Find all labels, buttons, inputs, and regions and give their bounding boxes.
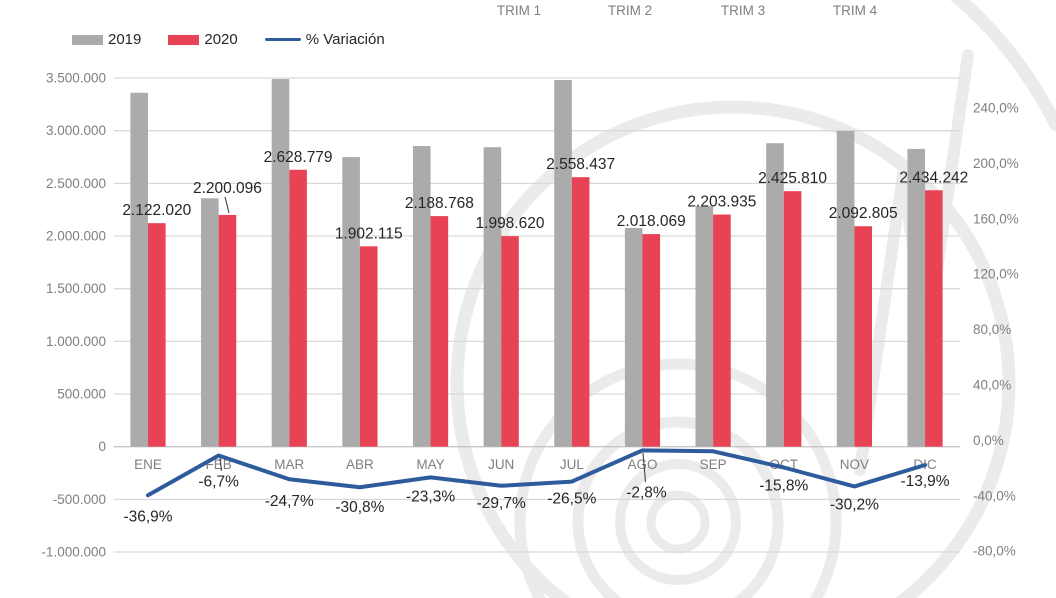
- pct-label-MAR: -24,7%: [265, 493, 314, 510]
- pct-label-MAY: -23,3%: [406, 488, 455, 505]
- bar-2020-DIC: [925, 190, 943, 447]
- right-axis-tick-3: 120,0%: [973, 267, 1019, 282]
- legend-item-variacion: % Variación: [264, 31, 385, 48]
- legend-item-2019: 2019: [72, 31, 141, 48]
- x-axis-label-JUN: JUN: [488, 457, 514, 472]
- x-axis-label-AGO: AGO: [627, 457, 657, 472]
- bar-2020-ENE: [148, 223, 166, 447]
- value-label-ENE: 2.122.020: [122, 202, 191, 219]
- value-label-JUL: 2.558.437: [546, 156, 615, 173]
- bar-2019-AGO: [624, 228, 643, 447]
- pct-label-JUN: -29,7%: [477, 495, 526, 512]
- pct-label-DIC: -13,9%: [900, 473, 949, 490]
- right-axis-tick-5: 40,0%: [973, 378, 1011, 393]
- legend-swatch-2019: [72, 34, 103, 45]
- quarter-header-trim1: TRIM 1: [496, 3, 542, 18]
- value-label-SEP: 2.203.935: [687, 194, 756, 211]
- bar-2019-OCT: [766, 143, 784, 447]
- right-axis-tick-4: 80,0%: [973, 322, 1011, 337]
- quarter-header-trim3: TRIM 3: [720, 3, 766, 18]
- leader-ago-pct: [642, 452, 647, 483]
- bar-2019-NOV: [836, 130, 855, 447]
- left-axis-tick-5: 1.000.000: [46, 334, 106, 349]
- value-label-OCT: 2.425.810: [758, 170, 827, 187]
- legend-label-2020: 2020: [204, 31, 238, 48]
- bar-2019-FEB: [201, 198, 219, 447]
- value-label-FEB: 2.200.096: [193, 180, 262, 197]
- bar-2019-JUN: [483, 147, 502, 447]
- pct-label-JUL: -26,5%: [547, 491, 596, 508]
- right-axis-tick-7: -40,0%: [973, 488, 1016, 503]
- leader-feb-pct: [219, 457, 223, 472]
- x-axis-label-SEP: SEP: [700, 457, 727, 472]
- x-axis-label-NOV: NOV: [840, 457, 869, 472]
- pct-label-ABR: -30,8%: [335, 499, 384, 516]
- left-axis-tick-8: -500.000: [53, 492, 106, 507]
- bar-2019-ENE: [130, 92, 148, 447]
- x-axis-label-JUL: JUL: [560, 457, 584, 472]
- bar-2020-NOV: [854, 226, 872, 447]
- bar-2020-AGO: [642, 234, 661, 447]
- x-axis-label-MAR: MAR: [274, 457, 304, 472]
- right-axis-tick-6: 0,0%: [973, 433, 1004, 448]
- pct-label-OCT: -15,8%: [759, 477, 808, 494]
- legend-swatch-variacion-line: [264, 37, 301, 42]
- left-axis-tick-6: 500.000: [57, 387, 106, 402]
- legend-label-variacion: % Variación: [305, 31, 385, 48]
- pct-label-AGO: -2,8%: [626, 484, 667, 501]
- legend-item-2020: 2020: [168, 31, 238, 48]
- bar-2019-MAY: [412, 146, 431, 447]
- variation-line: [146, 448, 928, 498]
- legend-label-2019: 2019: [108, 31, 142, 48]
- bar-2019-DIC: [907, 148, 926, 447]
- bar-2020-ABR: [359, 246, 378, 447]
- value-label-AGO: 2.018.069: [617, 213, 686, 230]
- x-axis-label-ABR: ABR: [346, 457, 374, 472]
- bar-2019-ABR: [342, 157, 360, 447]
- right-axis-tick-2: 160,0%: [973, 211, 1019, 226]
- left-axis-tick-3: 2.000.000: [46, 229, 106, 244]
- value-label-MAY: 2.188.768: [405, 195, 474, 212]
- left-axis-tick-1: 3.000.000: [46, 123, 106, 138]
- value-label-ABR: 1.902.115: [335, 225, 403, 242]
- right-axis-tick-1: 200,0%: [973, 156, 1019, 171]
- bar-2020-JUL: [571, 177, 590, 447]
- quarter-header-trim2: TRIM 2: [607, 3, 653, 18]
- pct-label-NOV: -30,2%: [830, 496, 879, 513]
- bar-2019-JUL: [554, 80, 572, 447]
- value-label-MAR: 2.628.779: [264, 149, 333, 166]
- bar-2020-JUN: [501, 236, 519, 447]
- leader-feb-value: [224, 196, 230, 214]
- bar-2020-MAR: [289, 169, 307, 447]
- left-axis-tick-2: 2.500.000: [46, 176, 106, 191]
- value-label-DIC: 2.434.242: [899, 169, 968, 186]
- value-label-JUN: 1.998.620: [476, 215, 545, 232]
- chart-legend: 2019 2020 % Variación: [72, 31, 412, 48]
- left-axis-tick-4: 1.500.000: [46, 281, 106, 296]
- right-axis-tick-8: -80,0%: [973, 544, 1016, 559]
- bar-2020-MAY: [430, 216, 449, 447]
- left-axis-tick-0: 3.500.000: [46, 71, 106, 86]
- bar-2019-MAR: [271, 79, 290, 447]
- bar-2019-SEP: [695, 206, 714, 447]
- bar-2020-FEB: [218, 214, 237, 447]
- quarter-header-trim4: TRIM 4: [832, 3, 878, 18]
- bar-2020-OCT: [783, 191, 802, 447]
- legend-swatch-2020: [168, 34, 200, 45]
- pct-label-FEB: -6,7%: [198, 474, 239, 491]
- right-axis-tick-0: 240,0%: [973, 101, 1019, 116]
- x-axis-label-MAY: MAY: [416, 457, 444, 472]
- left-axis-tick-7: 0: [98, 439, 106, 454]
- bar-2020-SEP: [713, 214, 731, 447]
- left-axis-tick-9: -1.000.000: [41, 545, 106, 560]
- pct-label-ENE: -36,9%: [123, 508, 172, 525]
- value-label-NOV: 2.092.805: [829, 205, 898, 222]
- x-axis-label-ENE: ENE: [134, 457, 162, 472]
